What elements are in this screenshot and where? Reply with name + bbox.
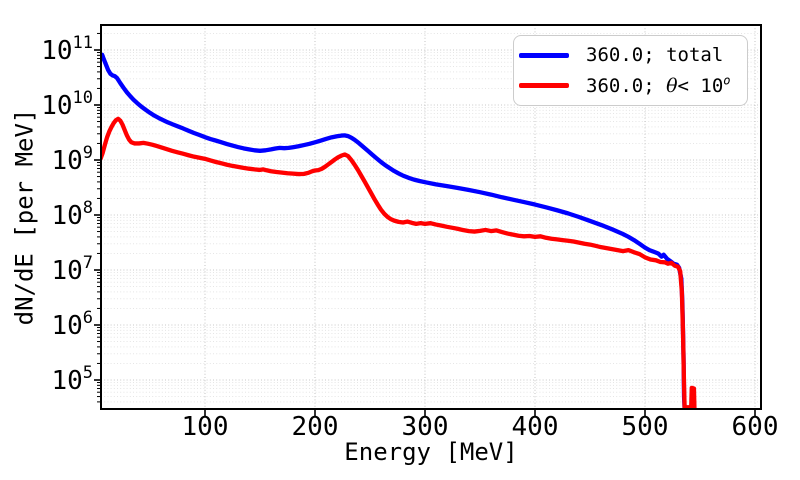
x-axis-label: Energy [MeV]	[344, 438, 518, 466]
y-tick-label: 106	[51, 308, 93, 341]
legend-item-theta: 360.0; θ< 10o	[519, 71, 737, 101]
legend-line-theta	[519, 83, 569, 89]
theta-symbol: θ	[666, 74, 678, 97]
series-theta-line	[101, 116, 697, 409]
axes-spines	[100, 24, 762, 410]
series-total-line	[101, 52, 687, 409]
x-tick-label: 400	[512, 412, 559, 442]
legend: 360.0; total 360.0; θ< 10o	[513, 35, 748, 106]
y-tick-label: 1011	[41, 33, 93, 66]
x-tick-label: 600	[732, 412, 779, 442]
legend-label-theta: 360.0; θ< 10o	[586, 73, 731, 97]
x-tick-label: 200	[292, 412, 339, 442]
x-tick-label: 500	[622, 412, 669, 442]
tick-layer	[94, 32, 756, 416]
degree-superscript: o	[723, 73, 731, 88]
y-tick-label: 107	[51, 253, 93, 286]
y-tick-label: 1010	[41, 88, 93, 121]
grid-major-layer	[101, 25, 761, 409]
series-layer	[101, 52, 697, 409]
x-tick-label: 300	[402, 412, 449, 442]
y-tick-label: 109	[51, 143, 93, 176]
legend-line-total	[519, 52, 569, 58]
x-tick-label: 100	[182, 412, 229, 442]
legend-item-total: 360.0; total	[519, 40, 737, 70]
grid-minor-layer	[101, 32, 761, 403]
legend-label-total: 360.0; total	[586, 44, 724, 67]
y-tick-label: 108	[51, 198, 93, 231]
y-tick-label: 105	[51, 363, 93, 396]
